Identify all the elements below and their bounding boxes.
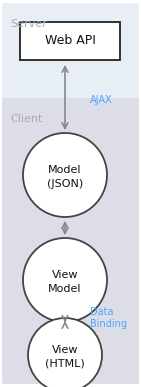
FancyBboxPatch shape: [20, 22, 120, 60]
Circle shape: [23, 133, 107, 217]
Text: (JSON): (JSON): [47, 179, 83, 189]
Text: View: View: [52, 270, 78, 280]
Text: View: View: [52, 345, 78, 355]
Circle shape: [23, 238, 107, 322]
FancyBboxPatch shape: [2, 3, 139, 102]
Text: Client: Client: [10, 114, 42, 124]
FancyBboxPatch shape: [2, 98, 139, 384]
Text: Data
Binding: Data Binding: [90, 307, 127, 329]
Text: Web API: Web API: [45, 34, 95, 48]
Text: Server: Server: [10, 19, 47, 29]
Text: Model: Model: [48, 284, 82, 294]
Text: Model: Model: [48, 165, 82, 175]
Text: (HTML): (HTML): [45, 359, 85, 369]
Text: AJAX: AJAX: [90, 95, 113, 105]
Circle shape: [28, 318, 102, 387]
